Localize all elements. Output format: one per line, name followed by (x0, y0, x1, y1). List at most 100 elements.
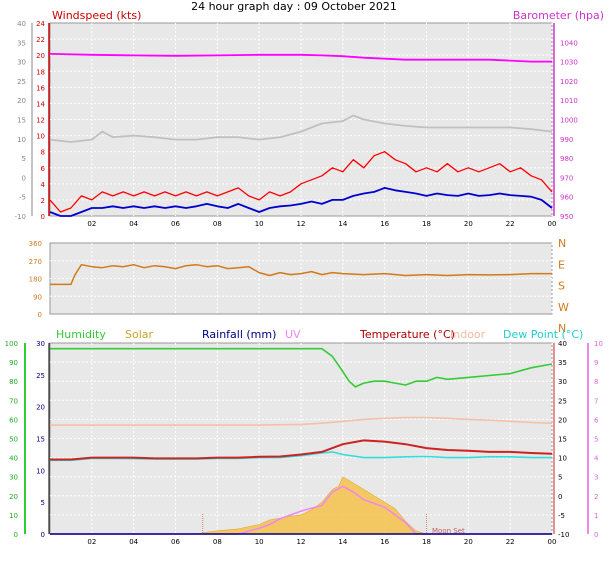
tick-label: 25 (17, 78, 26, 86)
annotation-moon-set: Moon Set (432, 527, 465, 535)
tick-label: 8 (41, 149, 45, 157)
wind-x-ticks: 02 04 06 08 10 12 14 16 18 20 22 00 (87, 220, 556, 228)
tick-label: 35 (17, 39, 26, 47)
legend-humidity: Humidity (56, 328, 106, 341)
tick-label: 40 (9, 455, 18, 463)
series-uv (50, 485, 552, 535)
tick-label: 12 (36, 117, 45, 125)
x-tick-label: 04 (129, 220, 138, 228)
baro-ylabel: Barometer (hpa) (513, 9, 604, 22)
tick-label: 35 (558, 359, 567, 367)
tick-label: 2 (41, 197, 45, 205)
tick-label: 5 (41, 499, 45, 507)
x-tick-label: 14 (338, 220, 347, 228)
legend-solar: Solar (125, 328, 154, 341)
x-tick-label: 14 (338, 538, 347, 546)
tick-label: -10 (15, 213, 26, 221)
x-tick-label: 10 (255, 220, 264, 228)
compass-label: E (558, 258, 565, 271)
legend-uv: UV (285, 328, 301, 341)
tick-label: 50 (9, 436, 18, 444)
tick-label: 8 (594, 378, 598, 386)
tick-label: 960 (560, 194, 573, 202)
tick-label: 5 (558, 474, 562, 482)
x-tick-label: 00 (548, 538, 557, 546)
series-dew-point-c- (50, 451, 552, 462)
direction-series (50, 263, 552, 286)
tick-label: -10 (558, 531, 569, 539)
tick-label: 10 (17, 136, 26, 144)
tick-label: 970 (560, 174, 573, 182)
tick-label: 20 (9, 493, 18, 501)
x-tick-label: 12 (297, 538, 306, 546)
tick-label: 15 (17, 117, 26, 125)
x-tick-label: 20 (464, 538, 473, 546)
tick-label: 10 (9, 512, 18, 520)
tick-label: 70 (9, 397, 18, 405)
x-tick-label: 22 (506, 220, 515, 228)
tick-label: 4 (594, 455, 599, 463)
tick-label: 360 (29, 240, 42, 248)
tick-label: 25 (558, 397, 567, 405)
tick-label: 10 (36, 133, 45, 141)
tick-label: 16 (36, 84, 45, 92)
series-gust (49, 151, 553, 213)
baro-right-ticks: 950 960 970 980 990 1000 1010 1020 1030 1040 (553, 23, 578, 221)
temperature-panel: Humidity Solar Rainfall (mm) UV Temperat… (5, 328, 603, 546)
tick-label: 80 (9, 378, 18, 386)
wind-panel: Windspeed (kts) Barometer (hpa) -10 -5 0 5 1… (15, 9, 604, 228)
tick-label: 100 (5, 340, 18, 348)
temperature-axis-ticks: 0102030405060708090100051015202530-10-50… (5, 340, 603, 539)
temperature-plot-area (49, 342, 553, 535)
temperature-series (50, 347, 553, 535)
x-tick-label: 16 (380, 538, 389, 546)
tick-label: 10 (558, 455, 567, 463)
tick-label: 20 (36, 404, 45, 412)
tick-label: 180 (29, 276, 42, 284)
tick-label: 4 (41, 181, 46, 189)
tick-label: 30 (9, 474, 18, 482)
tick-label: 25 (36, 372, 45, 380)
wind-series (49, 53, 553, 217)
tick-label: 24 (36, 20, 45, 28)
x-tick-label: 10 (255, 538, 264, 546)
tick-label: 30 (36, 340, 45, 348)
tick-label: 15 (36, 436, 45, 444)
x-tick-label: 16 (380, 220, 389, 228)
tick-label: 2 (594, 493, 598, 501)
x-tick-label: 02 (87, 220, 96, 228)
tick-label: -5 (558, 512, 565, 520)
compass-label: N (558, 237, 566, 250)
tick-label: 0 (558, 493, 562, 501)
legend-rainfall: Rainfall (mm) (202, 328, 276, 341)
series-temperature-c- (50, 439, 553, 461)
tick-label: 1030 (560, 59, 578, 67)
direction-left-ticks: 0 90 180 270 360 (29, 240, 42, 319)
compass-label: N (558, 322, 566, 335)
series-direction (50, 263, 552, 286)
tick-label: 1 (594, 512, 598, 520)
wind-left-ticks: -10 -5 0 5 10 15 20 25 30 35 40 (15, 20, 33, 221)
tick-label: 0 (38, 311, 42, 319)
x-tick-label: 12 (297, 220, 306, 228)
x-tick-label: 18 (422, 220, 431, 228)
compass-label: W (558, 301, 569, 314)
tick-label: 7 (594, 397, 598, 405)
legend-temperature: Temperature (°C) (359, 328, 455, 341)
x-tick-label: 06 (171, 538, 180, 546)
x-tick-label: 20 (464, 220, 473, 228)
tick-label: 3 (594, 474, 598, 482)
series-solar (50, 476, 552, 535)
tick-label: 90 (9, 359, 18, 367)
series-baro (49, 53, 552, 63)
tick-label: 1020 (560, 78, 578, 86)
temperature-x-ticks: 02 04 06 08 10 12 14 16 18 20 22 00 (87, 538, 556, 546)
x-tick-label: 06 (171, 220, 180, 228)
tick-label: 60 (9, 416, 18, 424)
tick-label: 14 (36, 100, 45, 108)
tick-label: 5 (22, 155, 26, 163)
